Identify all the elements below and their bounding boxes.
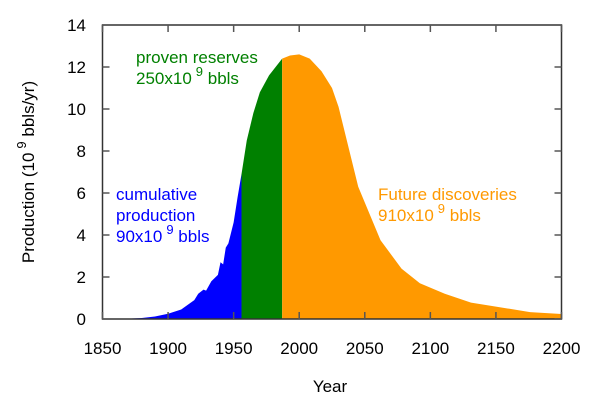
x-tick-label: 2050	[346, 339, 384, 358]
label-cumulative-line3: 90x10 9 bbls	[116, 222, 209, 246]
x-tick-label: 2200	[543, 339, 581, 358]
tick-layer: 1850 1900 1950 2000 2050 2100 2150 2200 0 2 4 6 8 10 1…	[67, 16, 580, 358]
y-axis-label: Production (109 bbls/yr)	[14, 81, 38, 263]
x-tick-label: 1900	[149, 339, 187, 358]
label-cumulative-line2: production	[116, 206, 195, 225]
area-layer	[102, 54, 562, 320]
y-tick-label: 8	[77, 142, 86, 161]
y-tick-label: 0	[77, 310, 86, 329]
y-tick-label: 6	[77, 184, 86, 203]
y-tick-label: 10	[67, 100, 86, 119]
x-tick-label: 2150	[477, 339, 515, 358]
x-tick-label: 2000	[280, 339, 318, 358]
label-future-line1: Future discoveries	[378, 185, 517, 204]
y-tick-label: 14	[67, 16, 86, 35]
x-axis-label: Year	[313, 377, 348, 396]
y-tick-label: 4	[77, 226, 86, 245]
x-tick-label: 1850	[84, 339, 122, 358]
x-tick-label: 2100	[411, 339, 449, 358]
area-future	[282, 54, 562, 320]
y-tick-label: 12	[67, 58, 86, 77]
plot-frame	[101, 24, 563, 320]
area-proven	[241, 58, 283, 319]
x-tick-label: 1950	[215, 339, 253, 358]
label-proven-line1: proven reserves	[136, 48, 258, 67]
label-proven-line2: 250x10 9 bbls	[136, 64, 239, 88]
label-future-line2: 910x10 9 bbls	[378, 201, 481, 225]
label-cumulative-line1: cumulative	[116, 185, 197, 204]
y-tick-label: 2	[77, 268, 86, 287]
area-cumulative	[102, 174, 242, 319]
